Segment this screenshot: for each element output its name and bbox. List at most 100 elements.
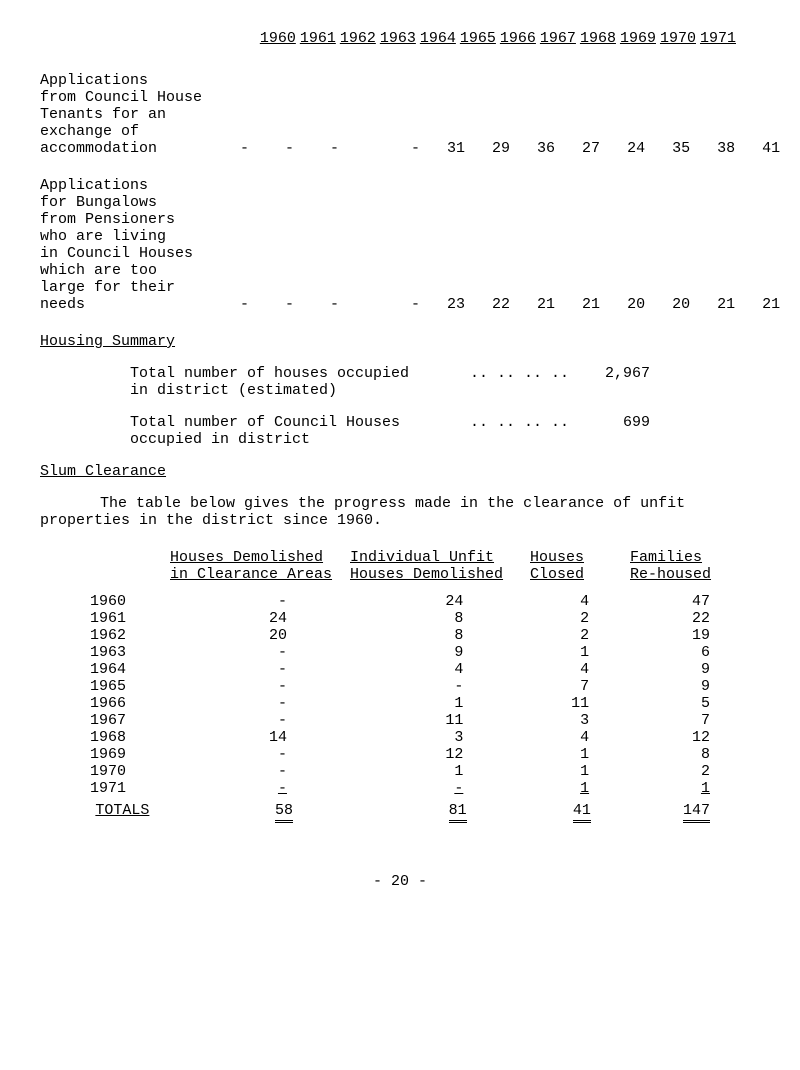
year-label: 1963 [380, 30, 416, 47]
header-individual-unfit: Individual Unfit Houses Demolished [350, 549, 530, 583]
slum-paragraph: The table below gives the progress made … [40, 495, 760, 529]
page-number: - 20 - [40, 873, 760, 890]
year-label: 1970 [660, 30, 696, 47]
cell-houses-closed: 2 [513, 627, 619, 644]
cell-individual-unfit: 24 [327, 593, 513, 610]
cell-demolished-areas: - [151, 593, 327, 610]
summary2-value: 699 [570, 414, 650, 448]
cell-families-rehoused: 8 [619, 746, 760, 763]
cell-houses-closed: 4 [513, 593, 619, 610]
cell-individual-unfit: 9 [327, 644, 513, 661]
cell-individual-unfit: 12 [327, 746, 513, 763]
summary2-label: Total number of Council Houses occupied … [130, 414, 470, 448]
cell-year: 1962 [90, 627, 151, 644]
cell-demolished-areas: - [151, 695, 327, 712]
applications-bungalows-row: Applications for Bungalows from Pensione… [40, 177, 760, 313]
cell-families-rehoused: 7 [619, 712, 760, 729]
cell-families-rehoused: 9 [619, 678, 760, 695]
cell-houses-closed: 7 [513, 678, 619, 695]
cell-houses-closed: 3 [513, 712, 619, 729]
cell-houses-closed: 11 [513, 695, 619, 712]
cell-demolished-areas: 20 [151, 627, 327, 644]
totals-label: TOTALS [95, 802, 149, 819]
row1-values: - - - - 31 29 36 27 24 35 38 41 [240, 72, 800, 157]
cell-families-rehoused: 12 [619, 729, 760, 746]
table-row: 1960-24447 [90, 593, 760, 610]
table-row: 1961248222 [90, 610, 760, 627]
year-label: 1965 [460, 30, 496, 47]
summary1-value: 2,967 [570, 365, 650, 399]
cell-individual-unfit: - [327, 678, 513, 695]
cell-demolished-areas: - [151, 644, 327, 661]
cell-year: 1971 [90, 780, 151, 797]
cell-families-rehoused: 6 [619, 644, 760, 661]
cell-year: 1966 [90, 695, 151, 712]
cell-year: 1967 [90, 712, 151, 729]
cell-individual-unfit: 1 [327, 763, 513, 780]
cell-houses-closed: 4 [513, 729, 619, 746]
year-label: 1964 [420, 30, 456, 47]
header-houses-closed: Houses Closed [530, 549, 630, 583]
cell-individual-unfit: 4 [327, 661, 513, 678]
cell-individual-unfit: 1 [327, 695, 513, 712]
housing-summary-title: Housing Summary [40, 333, 760, 350]
summary-item-2: Total number of Council Houses occupied … [130, 414, 760, 448]
table-row: 1964-449 [90, 661, 760, 678]
cell-year: 1961 [90, 610, 151, 627]
summary1-dots: .. .. .. .. [470, 365, 570, 399]
cell-demolished-areas: - [151, 678, 327, 695]
cell-year: 1970 [90, 763, 151, 780]
table-row: 1965--79 [90, 678, 760, 695]
year-label: 1961 [300, 30, 336, 47]
cell-year: 1964 [90, 661, 151, 678]
cell-individual-unfit: 8 [327, 627, 513, 644]
cell-demolished-areas: - [151, 763, 327, 780]
cell-families-rehoused: 5 [619, 695, 760, 712]
cell-demolished-areas: 24 [151, 610, 327, 627]
table-row: 1963-916 [90, 644, 760, 661]
header-families-rehoused: Families Re-housed [630, 549, 750, 583]
cell-demolished-areas: - [151, 746, 327, 763]
header-demolished-areas: Houses Demolished in Clearance Areas [170, 549, 350, 583]
row2-values: - - - - 23 22 21 21 20 20 21 21 [240, 177, 800, 313]
summary1-label: Total number of houses occupied in distr… [130, 365, 470, 399]
cell-individual-unfit: 8 [327, 610, 513, 627]
cell-families-rehoused: 47 [619, 593, 760, 610]
cell-houses-closed: 1 [513, 780, 619, 797]
year-label: 1971 [700, 30, 736, 47]
cell-year: 1960 [90, 593, 151, 610]
cell-individual-unfit: 11 [327, 712, 513, 729]
summary-item-1: Total number of houses occupied in distr… [130, 365, 760, 399]
totals-b: 81 [449, 802, 467, 823]
clearance-table: Houses Demolished in Clearance Areas Ind… [90, 549, 760, 823]
applications-exchange-row: Applications from Council House Tenants … [40, 72, 760, 157]
cell-families-rehoused: 1 [619, 780, 760, 797]
cell-year: 1963 [90, 644, 151, 661]
summary2-dots: .. .. .. .. [470, 414, 570, 448]
cell-demolished-areas: - [151, 661, 327, 678]
table-row: 1968143412 [90, 729, 760, 746]
cell-year: 1968 [90, 729, 151, 746]
cell-demolished-areas: - [151, 780, 327, 797]
cell-families-rehoused: 2 [619, 763, 760, 780]
cell-individual-unfit: - [327, 780, 513, 797]
totals-c: 41 [573, 802, 591, 823]
cell-houses-closed: 4 [513, 661, 619, 678]
cell-individual-unfit: 3 [327, 729, 513, 746]
totals-a: 58 [275, 802, 293, 823]
year-header: 1960196119621963196419651966196719681969… [40, 30, 760, 47]
table-row: 1970-112 [90, 763, 760, 780]
cell-families-rehoused: 19 [619, 627, 760, 644]
year-label: 1966 [500, 30, 536, 47]
row1-label: Applications from Council House Tenants … [40, 72, 240, 157]
year-label: 1968 [580, 30, 616, 47]
table-row: 1969-1218 [90, 746, 760, 763]
cell-families-rehoused: 22 [619, 610, 760, 627]
table-row: 1962208219 [90, 627, 760, 644]
cell-houses-closed: 1 [513, 763, 619, 780]
table-header-row: Houses Demolished in Clearance Areas Ind… [90, 549, 760, 583]
totals-row: TOTALS 58 81 41 147 [90, 802, 760, 823]
year-label: 1969 [620, 30, 656, 47]
cell-families-rehoused: 9 [619, 661, 760, 678]
year-label: 1960 [260, 30, 296, 47]
